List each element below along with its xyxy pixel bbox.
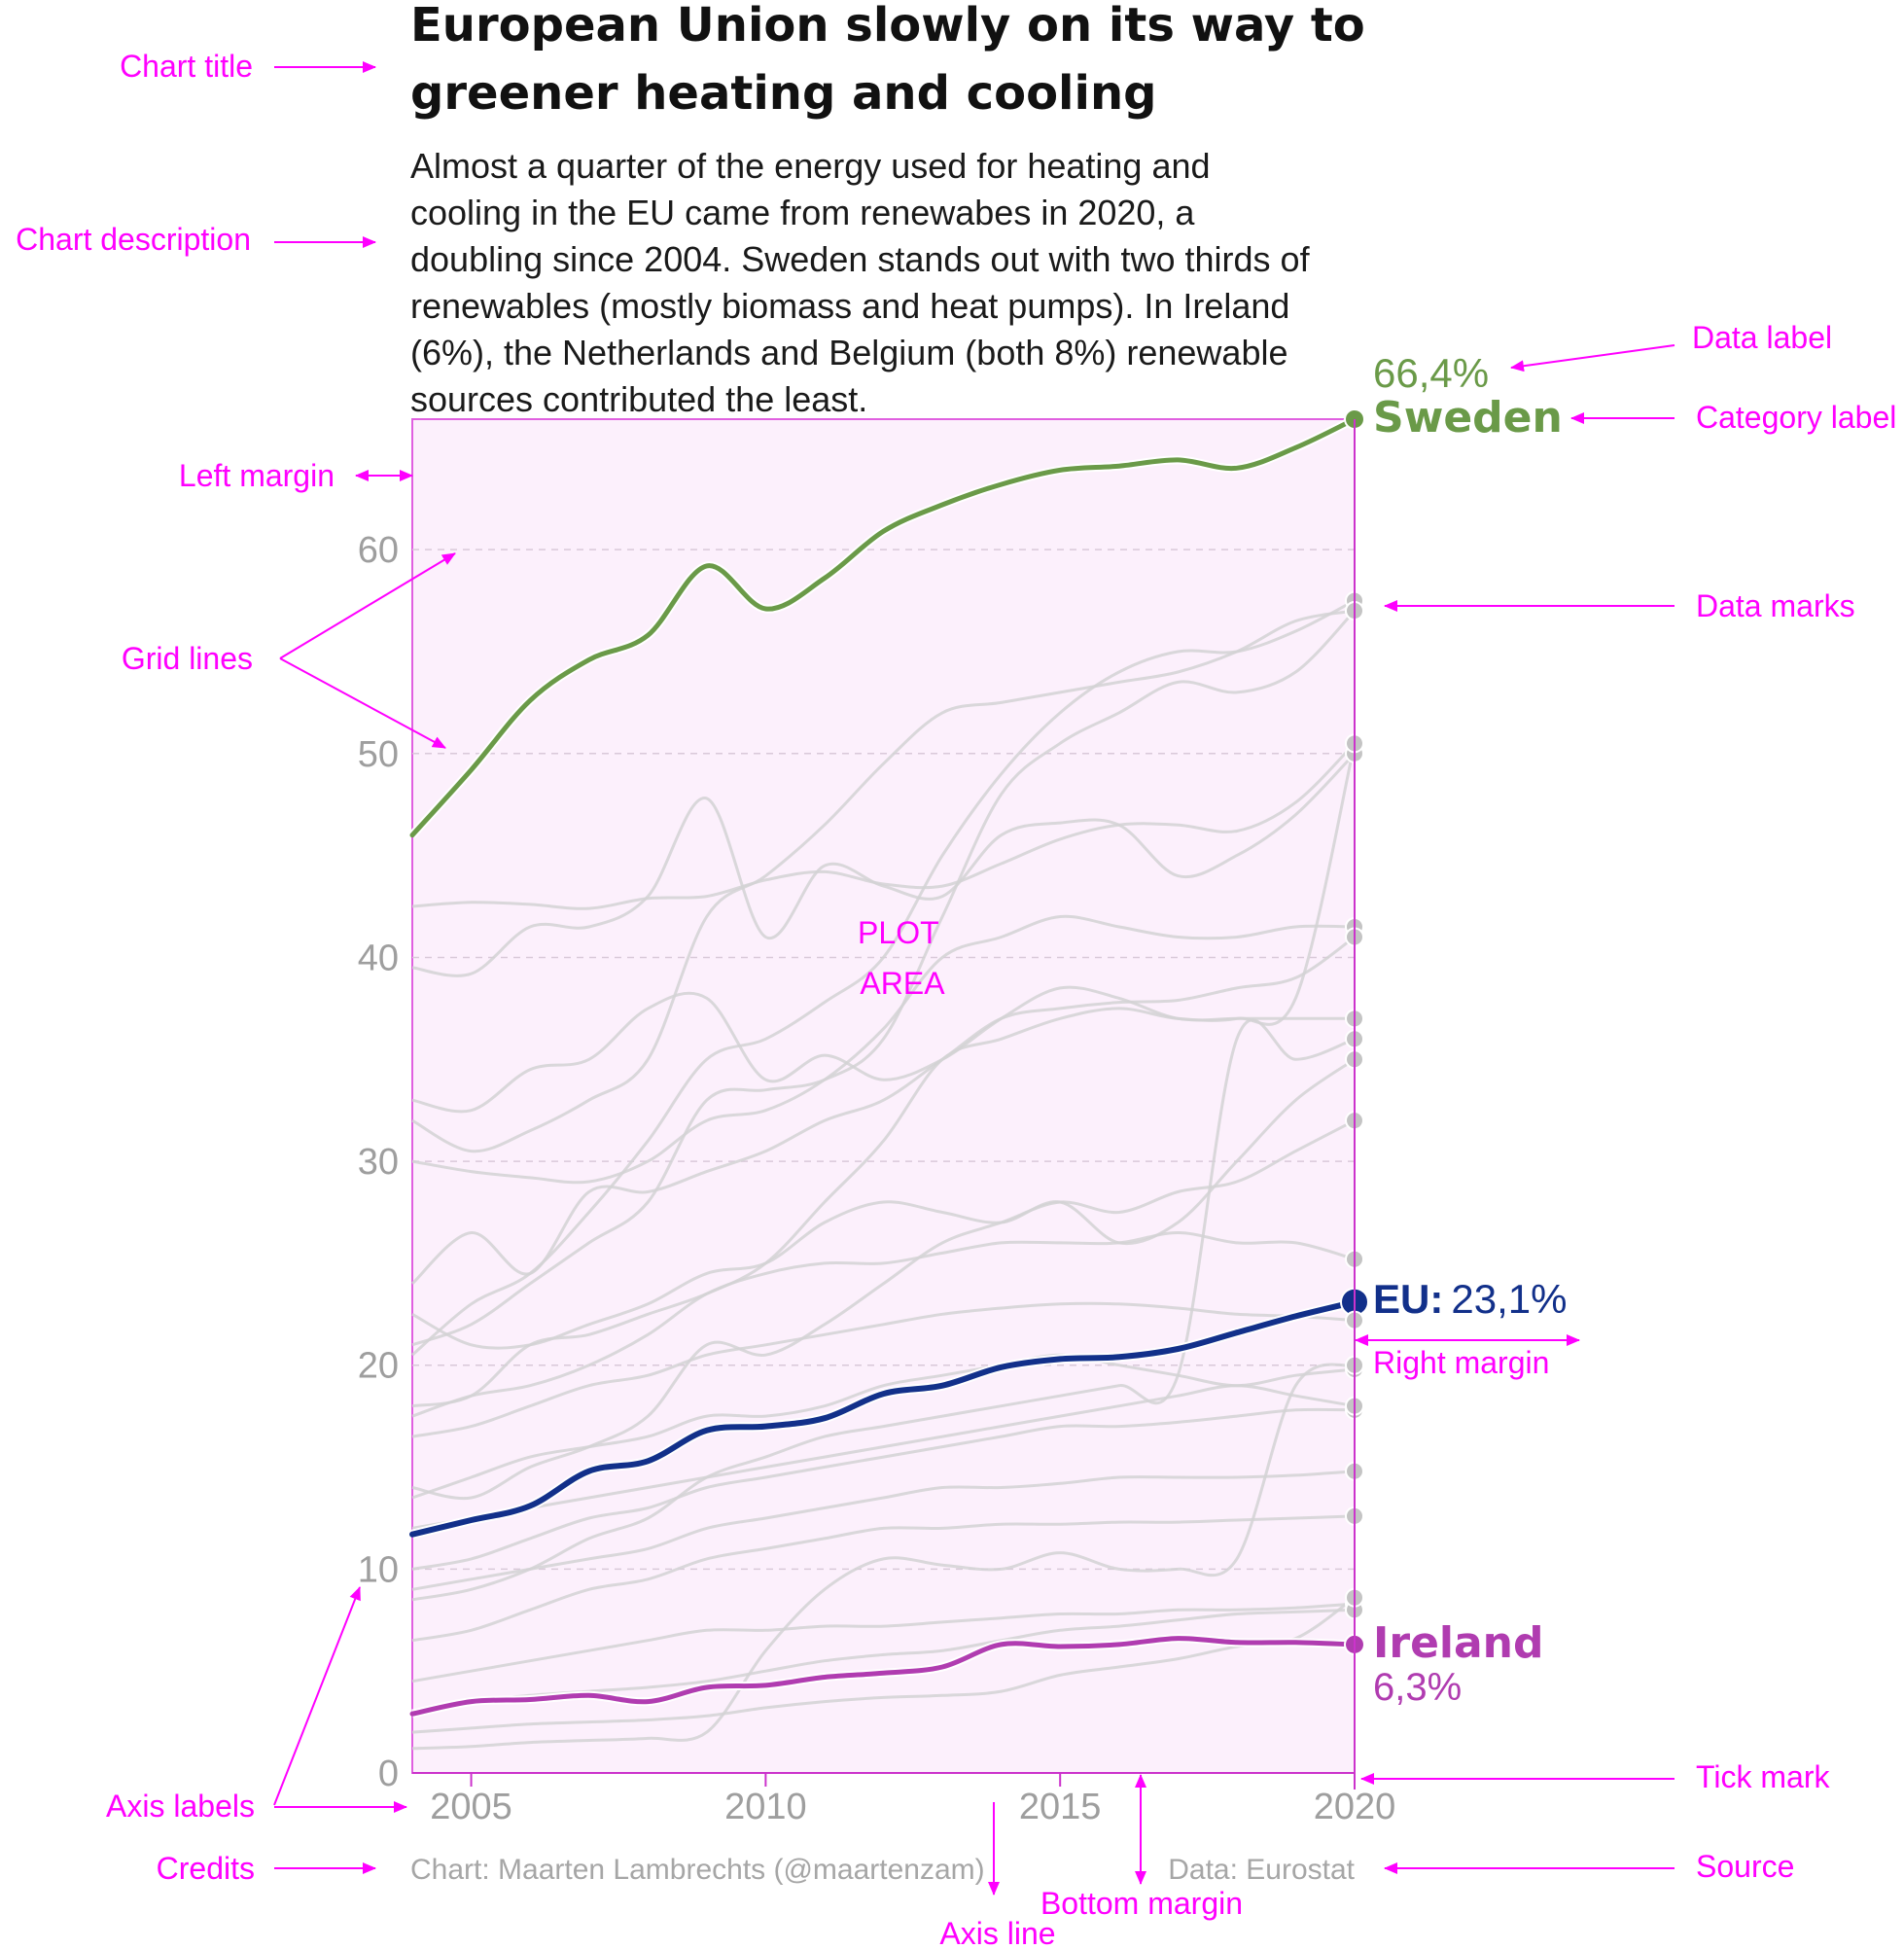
annotation-data-marks: Data marks xyxy=(1696,588,1855,623)
annotation-chart-title: Chart title xyxy=(120,49,253,84)
sweden-category-label: Sweden xyxy=(1373,393,1563,443)
country-line xyxy=(411,914,1356,1185)
description-line-2: cooling in the EU came from renewabes in… xyxy=(410,193,1195,232)
eu-label: EU: 23,1% xyxy=(1373,1276,1567,1322)
eu-data-label: 23,1% xyxy=(1451,1276,1567,1322)
chart-description: Almost a quarter of the energy used for … xyxy=(410,146,1320,419)
arrow-grid-lines-lower xyxy=(279,657,446,749)
chart-title: European Union slowly on its way to gree… xyxy=(410,0,1382,121)
eu-colon: : xyxy=(1429,1276,1443,1322)
country-line xyxy=(411,1353,1356,1500)
annotation-source: Source xyxy=(1696,1849,1794,1884)
plot-area-label-line-1: PLOT xyxy=(858,915,938,950)
background-lines xyxy=(410,599,1357,1751)
country-line xyxy=(411,610,1357,1347)
y-tick-label: 0 xyxy=(378,1754,399,1794)
country-line xyxy=(411,1230,1356,1418)
arrow-axis-labels-up xyxy=(273,1586,361,1806)
eu-line xyxy=(409,1298,1357,1538)
sweden-data-label: 66,4% xyxy=(1373,350,1489,396)
annotation-grid-lines: Grid lines xyxy=(122,641,253,676)
chart-title-line-1: European Union slowly on its way to xyxy=(410,0,1365,53)
annotation-chart-description: Chart description xyxy=(16,222,251,257)
x-tick-label: 2020 xyxy=(1314,1787,1396,1827)
annotation-left-margin: Left margin xyxy=(179,458,335,493)
annotation-category-label: Category label xyxy=(1696,400,1896,435)
source-text: Data: Eurostat xyxy=(1168,1854,1355,1886)
annotation-bottom-margin: Bottom margin xyxy=(1040,1886,1243,1921)
y-tick-label: 30 xyxy=(358,1142,399,1183)
credits-text: Chart: Maarten Lambrechts (@maartenzam) xyxy=(410,1854,985,1886)
annotation-axis-line: Axis line xyxy=(939,1916,1055,1949)
country-line xyxy=(411,1407,1356,1571)
country-line xyxy=(410,936,1356,1286)
arrow-data-label xyxy=(1510,344,1675,372)
x-tick-label: 2015 xyxy=(1019,1787,1102,1827)
plot-area-label-line-2: AREA xyxy=(860,966,945,1001)
country-line xyxy=(411,609,1356,1153)
country-line xyxy=(411,742,1357,1408)
y-tick-label: 20 xyxy=(358,1346,399,1387)
y-tick-label: 50 xyxy=(358,734,399,775)
x-axis-labels: 2005 2010 2015 2020 xyxy=(430,1773,1395,1827)
y-tick-label: 40 xyxy=(358,938,399,978)
highlight-lines xyxy=(408,408,1369,1719)
description-line-5: (6%), the Netherlands and Belgium (both … xyxy=(410,333,1288,372)
arrow-grid-lines-upper xyxy=(279,552,456,659)
country-line xyxy=(411,1602,1356,1683)
plot-area-label: PLOT AREA xyxy=(858,915,947,1001)
country-line xyxy=(411,1470,1356,1591)
country-line xyxy=(411,1058,1356,1350)
annotation-data-label: Data label xyxy=(1692,320,1832,355)
eu-category-label: EU xyxy=(1373,1276,1429,1322)
x-tick-label: 2005 xyxy=(430,1787,512,1827)
ireland-data-label: 6,3% xyxy=(1373,1666,1462,1709)
y-tick-label: 60 xyxy=(358,530,399,571)
annotation-right-margin: Right margin xyxy=(1373,1345,1549,1380)
country-line xyxy=(411,1384,1356,1530)
annotation-credits: Credits xyxy=(157,1851,255,1886)
ireland-line xyxy=(409,1636,1357,1717)
country-line xyxy=(411,1018,1356,1602)
description-line-3: doubling since 2004. Sweden stands out w… xyxy=(410,239,1311,279)
annotation-axis-labels: Axis labels xyxy=(106,1789,255,1824)
y-tick-label: 10 xyxy=(358,1549,399,1590)
y-axis-labels: 0 10 20 30 40 50 60 xyxy=(358,530,399,1794)
plot-area xyxy=(411,418,1356,1774)
grid-lines xyxy=(412,549,1355,1571)
country-line xyxy=(411,742,1357,910)
country-line xyxy=(411,752,1357,977)
country-line xyxy=(411,1363,1356,1751)
country-line xyxy=(411,1596,1356,1734)
description-line-1: Almost a quarter of the energy used for … xyxy=(410,146,1211,186)
x-tick-label: 2010 xyxy=(724,1787,807,1827)
sweden-line xyxy=(409,416,1357,838)
description-line-6: sources contributed the least. xyxy=(410,379,867,419)
ireland-category-label: Ireland xyxy=(1373,1618,1544,1668)
country-line xyxy=(411,1118,1356,1501)
chart-title-line-2: greener heating and cooling xyxy=(410,66,1156,121)
country-line xyxy=(411,599,1356,1357)
annotation-tick-mark: Tick mark xyxy=(1696,1759,1830,1794)
country-line xyxy=(411,1514,1356,1643)
description-line-4: renewables (mostly biomass and heat pump… xyxy=(410,286,1289,326)
